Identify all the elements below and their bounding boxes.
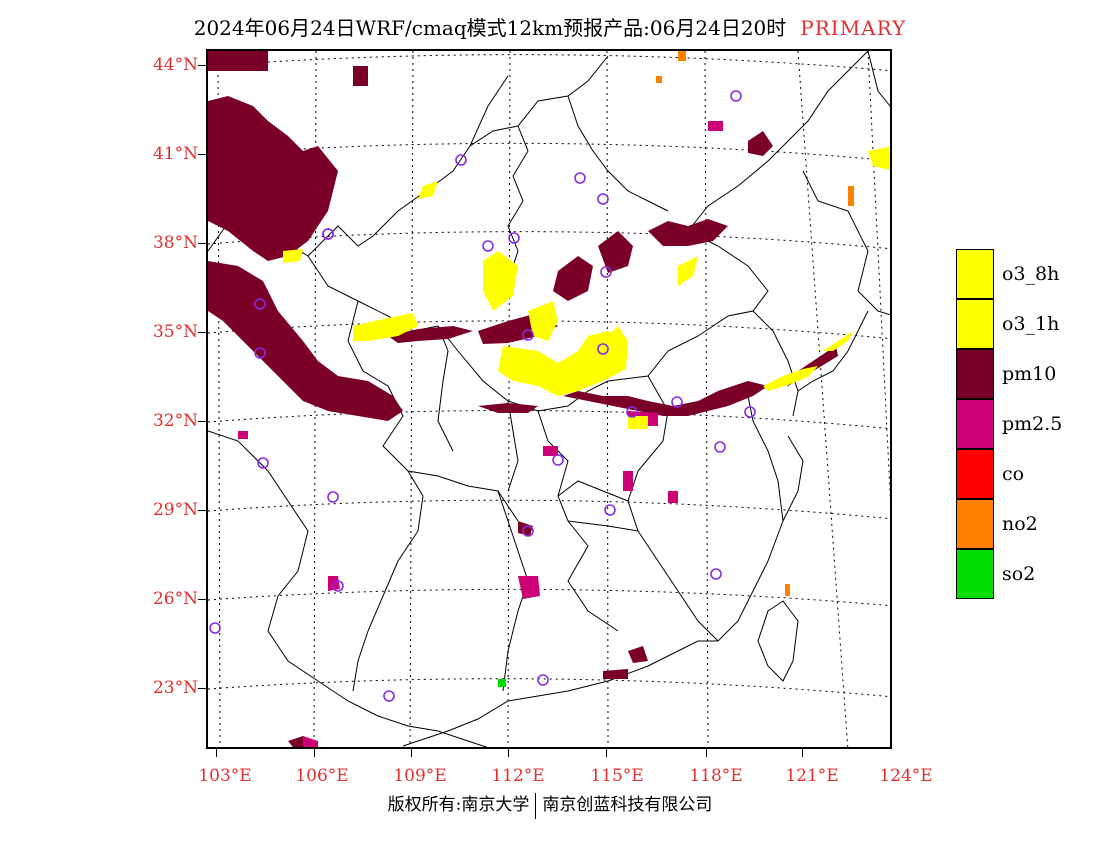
copyright-right: 南京创蓝科技有限公司 xyxy=(542,795,713,815)
legend-label: co xyxy=(1002,463,1025,485)
lat-tick xyxy=(198,154,206,155)
legend-item-o3-1h: o3_1h xyxy=(956,299,1096,349)
lat-label-26n: 26°N xyxy=(152,589,198,609)
graticule xyxy=(208,51,890,747)
pm10-areas xyxy=(208,51,838,747)
lat-tick xyxy=(198,243,206,244)
lat-label-44n: 44°N xyxy=(152,55,198,75)
legend-label: pm10 xyxy=(1002,363,1057,385)
forecast-map xyxy=(206,49,892,749)
no2-areas xyxy=(656,51,854,596)
lat-label-38n: 38°N xyxy=(152,233,198,253)
legend-item-no2: no2 xyxy=(956,499,1096,549)
so2-areas xyxy=(498,679,506,687)
title-main: 2024年06月24日WRF/cmaq模式12km预报产品:06月24日20时 xyxy=(193,16,787,40)
pollutant-legend: o3_8h o3_1h pm10 pm2.5 co no2 so2 xyxy=(956,249,1096,599)
o3-areas xyxy=(283,146,890,429)
footer-separator xyxy=(535,792,537,819)
legend-item-o3-8h: o3_8h xyxy=(956,249,1096,299)
legend-item-so2: so2 xyxy=(956,549,1096,599)
legend-label: pm2.5 xyxy=(1002,413,1063,435)
lat-label-32n: 32°N xyxy=(152,411,198,431)
legend-label: o3_1h xyxy=(1002,313,1060,335)
lat-tick xyxy=(198,421,206,422)
legend-swatch xyxy=(956,449,994,499)
lat-label-29n: 29°N xyxy=(152,500,198,520)
lon-tick xyxy=(606,749,607,757)
copyright-left: 版权所有:南京大学 xyxy=(387,795,530,815)
legend-swatch xyxy=(956,299,994,349)
legend-label: no2 xyxy=(1002,513,1038,535)
map-canvas xyxy=(208,51,890,747)
lon-label-112e: 112°E xyxy=(491,766,545,786)
legend-swatch xyxy=(956,499,994,549)
lon-tick xyxy=(802,749,803,757)
legend-swatch xyxy=(956,549,994,599)
lat-tick xyxy=(198,332,206,333)
lon-label-121e: 121°E xyxy=(785,766,839,786)
lat-tick xyxy=(198,599,206,600)
legend-label: so2 xyxy=(1002,563,1036,585)
legend-swatch xyxy=(956,249,994,299)
legend-label: o3_8h xyxy=(1002,263,1060,285)
station-markers xyxy=(209,90,756,702)
legend-item-co: co xyxy=(956,449,1096,499)
legend-item-pm25: pm2.5 xyxy=(956,399,1096,449)
lat-tick xyxy=(198,688,206,689)
lon-tick xyxy=(216,749,217,757)
lon-label-124e: 124°E xyxy=(879,766,933,786)
lon-tick xyxy=(706,749,707,757)
lat-tick xyxy=(198,510,206,511)
title-tag: PRIMARY xyxy=(800,16,907,40)
map-title: 2024年06月24日WRF/cmaq模式12km预报产品:06月24日20时 P… xyxy=(0,12,1100,41)
legend-swatch xyxy=(956,399,994,449)
lon-label-103e: 103°E xyxy=(198,766,252,786)
lon-tick xyxy=(411,749,412,757)
legend-item-pm10: pm10 xyxy=(956,349,1096,399)
lat-label-41n: 41°N xyxy=(152,144,198,164)
lat-tick xyxy=(198,65,206,66)
lat-label-23n: 23°N xyxy=(152,678,198,698)
lon-label-106e: 106°E xyxy=(295,766,349,786)
copyright-footer: 版权所有:南京大学 南京创蓝科技有限公司 xyxy=(0,790,1100,819)
lon-label-109e: 109°E xyxy=(393,766,447,786)
lon-label-118e: 118°E xyxy=(689,766,743,786)
lon-label-115e: 115°E xyxy=(590,766,644,786)
lon-tick xyxy=(508,749,509,757)
lat-label-35n: 35°N xyxy=(152,322,198,342)
legend-swatch xyxy=(956,349,994,399)
lon-tick xyxy=(314,749,315,757)
